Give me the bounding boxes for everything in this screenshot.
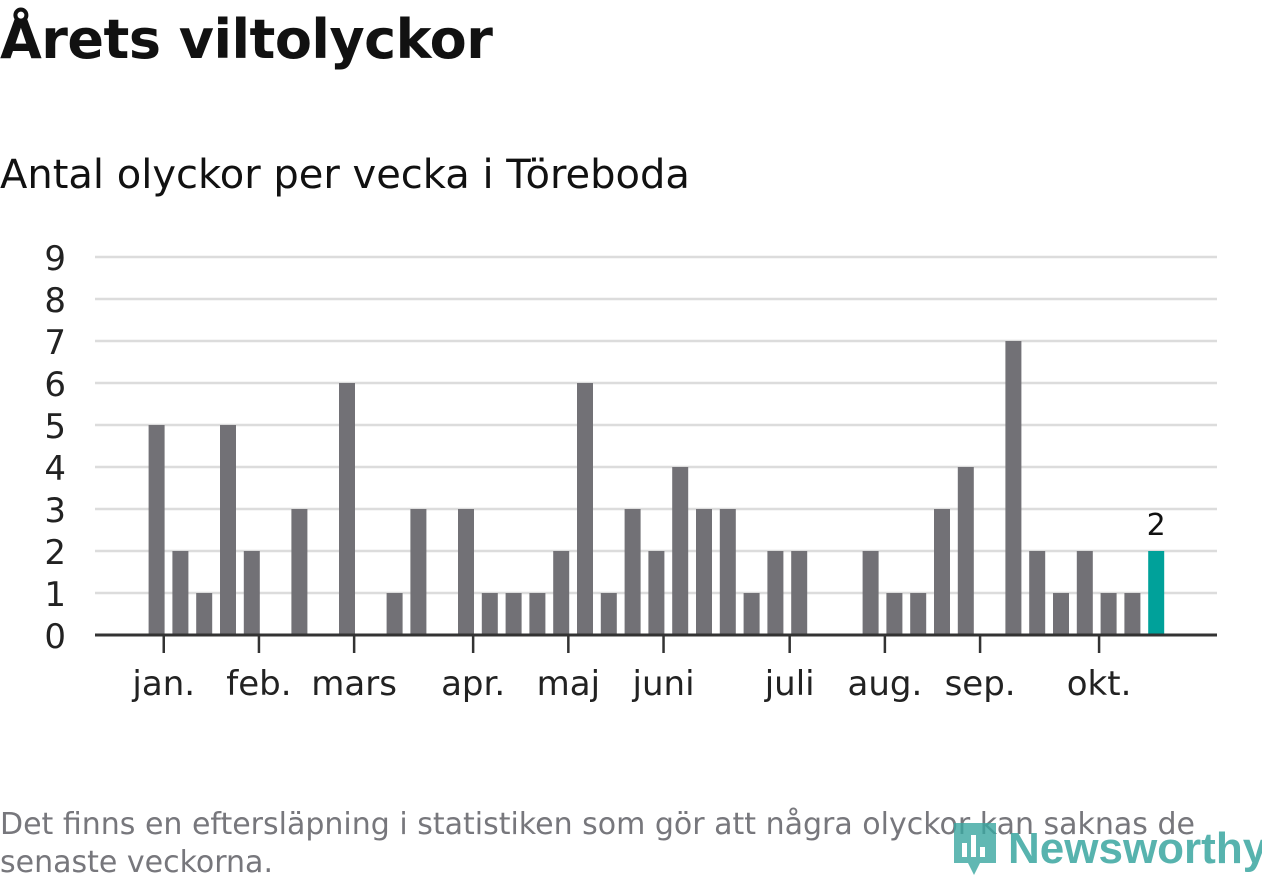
bar: [481, 593, 498, 635]
chart-title: Årets viltolyckor: [0, 8, 493, 71]
bar: [1076, 551, 1093, 635]
bar: [934, 509, 950, 635]
bar: [410, 509, 427, 635]
bar: [505, 593, 522, 635]
bar: [577, 383, 593, 635]
y-tick-label: 1: [44, 575, 66, 615]
bar: [386, 593, 403, 635]
bars: [148, 341, 1165, 635]
bar: [291, 509, 308, 635]
x-tick-label: aug.: [847, 664, 922, 704]
newsworthy-logo-icon: [954, 823, 996, 875]
x-tick-label: sep.: [945, 664, 1016, 704]
bar: [1053, 593, 1069, 635]
x-tick-label: juli: [764, 664, 815, 704]
bar: [624, 509, 641, 635]
data-labels: 2: [1147, 508, 1166, 543]
bar-highlighted: [1148, 551, 1165, 635]
y-tick-label: 8: [44, 281, 66, 321]
bar: [148, 425, 165, 635]
bar: [1005, 341, 1022, 635]
bar: [196, 593, 213, 635]
x-tick-label: feb.: [226, 664, 291, 704]
x-tick-label: mars: [311, 664, 397, 704]
y-tick-label: 5: [44, 407, 66, 447]
bar: [172, 551, 189, 635]
y-tick-label: 2: [44, 533, 66, 573]
grid-lines: [95, 255, 1217, 595]
bar: [600, 593, 617, 635]
chart-subtitle: Antal olyckor per vecka i Töreboda: [0, 152, 690, 198]
x-tick-label: apr.: [441, 664, 505, 704]
bar: [886, 593, 903, 635]
bar: [1029, 551, 1046, 635]
y-tick-label: 7: [44, 323, 66, 363]
bar: [743, 593, 760, 635]
x-tick-label: maj: [537, 664, 600, 704]
y-tick-label: 3: [44, 491, 66, 531]
x-tick-label: juni: [632, 664, 695, 704]
bar: [220, 425, 236, 635]
x-tick-label: okt.: [1067, 664, 1132, 704]
bar: [791, 551, 808, 635]
y-tick-label: 9: [44, 239, 66, 279]
y-tick-label: 6: [44, 365, 66, 405]
x-axis-ticks: jan. feb. mars apr. maj juni juli aug. sep. okt.: [131, 635, 1131, 704]
bar: [339, 383, 355, 635]
bar: [672, 467, 689, 635]
bar: [1100, 593, 1117, 635]
bar: [529, 593, 546, 635]
y-tick-label: 0: [44, 617, 66, 657]
y-tick-label: 4: [44, 449, 66, 489]
bar: [696, 509, 712, 635]
brand-logo: Newsworthy: [950, 818, 1262, 880]
bar: [910, 593, 927, 635]
bar: [719, 509, 736, 635]
bar: [862, 551, 879, 635]
data-label: 2: [1147, 508, 1166, 543]
bar: [767, 551, 784, 635]
x-tick-label: jan.: [131, 664, 195, 704]
bar: [957, 467, 974, 635]
brand-name: Newsworthy: [1008, 824, 1262, 873]
bar: [648, 551, 665, 635]
bar: [243, 551, 260, 635]
bar: [553, 551, 570, 635]
bar: [458, 509, 474, 635]
bar: [1124, 593, 1141, 635]
